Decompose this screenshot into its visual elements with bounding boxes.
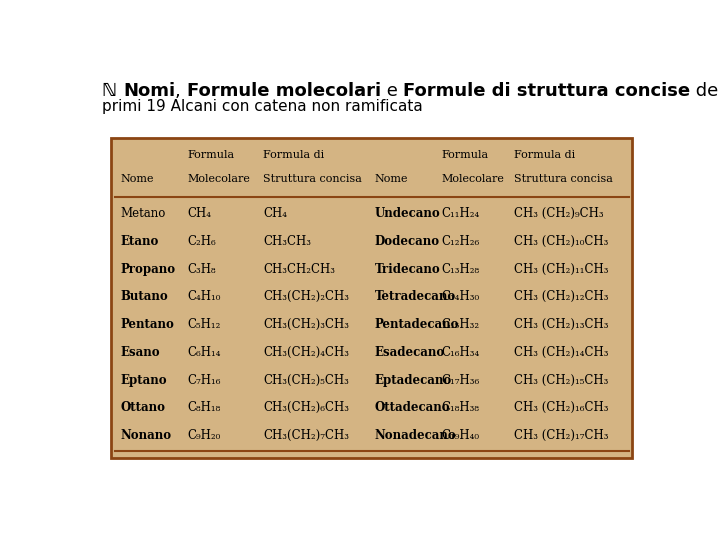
Text: Tetradecano: Tetradecano bbox=[374, 291, 456, 303]
Text: C₁₉H₄₀: C₁₉H₄₀ bbox=[441, 429, 480, 442]
Text: C₂H₆: C₂H₆ bbox=[188, 235, 217, 248]
Text: Metano: Metano bbox=[121, 207, 166, 220]
Text: C₅H₁₂: C₅H₁₂ bbox=[188, 318, 221, 331]
Text: CH₃ (CH₂)₉CH₃: CH₃ (CH₂)₉CH₃ bbox=[514, 207, 603, 220]
Text: Formula di: Formula di bbox=[514, 150, 575, 159]
Text: primi 19 Alcani con catena non ramificata: primi 19 Alcani con catena non ramificat… bbox=[102, 99, 423, 114]
Text: e: e bbox=[381, 82, 403, 100]
Text: C₃H₈: C₃H₈ bbox=[188, 262, 216, 276]
Text: C₈H₁₈: C₈H₁₈ bbox=[188, 401, 221, 414]
Text: C₁₈H₃₈: C₁₈H₃₈ bbox=[441, 401, 480, 414]
Text: Struttura concisa: Struttura concisa bbox=[514, 174, 613, 184]
Text: CH₄: CH₄ bbox=[188, 207, 212, 220]
Text: CH₃ (CH₂)₁₇CH₃: CH₃ (CH₂)₁₇CH₃ bbox=[514, 429, 608, 442]
Text: C₆H₁₄: C₆H₁₄ bbox=[188, 346, 221, 359]
Text: Formule di struttura concise: Formule di struttura concise bbox=[403, 82, 690, 100]
Text: Struttura concisa: Struttura concisa bbox=[263, 174, 362, 184]
Text: Nome: Nome bbox=[374, 174, 408, 184]
Text: CH₃ (CH₂)₁₁CH₃: CH₃ (CH₂)₁₁CH₃ bbox=[514, 262, 608, 276]
Text: C₁₁H₂₄: C₁₁H₂₄ bbox=[441, 207, 480, 220]
Text: CH₃(CH₂)₇CH₃: CH₃(CH₂)₇CH₃ bbox=[263, 429, 349, 442]
Text: C₁₄H₃₀: C₁₄H₃₀ bbox=[441, 291, 480, 303]
Bar bbox=[111, 138, 632, 457]
Text: Formula: Formula bbox=[188, 150, 235, 159]
Text: CH₃CH₃: CH₃CH₃ bbox=[263, 235, 311, 248]
Text: CH₃ (CH₂)₁₅CH₃: CH₃ (CH₂)₁₅CH₃ bbox=[514, 374, 608, 387]
Text: Formule molecolari: Formule molecolari bbox=[186, 82, 381, 100]
Text: CH₃ (CH₂)₁₀CH₃: CH₃ (CH₂)₁₀CH₃ bbox=[514, 235, 608, 248]
Text: CH₃ (CH₂)₁₄CH₃: CH₃ (CH₂)₁₄CH₃ bbox=[514, 346, 608, 359]
Text: Pentano: Pentano bbox=[121, 318, 174, 331]
Text: Ottadecano: Ottadecano bbox=[374, 401, 450, 414]
Text: CH₃(CH₂)₂CH₃: CH₃(CH₂)₂CH₃ bbox=[263, 291, 349, 303]
Text: C₁₅H₃₂: C₁₅H₃₂ bbox=[441, 318, 480, 331]
Text: C₁₃H₂₈: C₁₃H₂₈ bbox=[441, 262, 480, 276]
Text: CH₄: CH₄ bbox=[263, 207, 287, 220]
Text: Esadecano: Esadecano bbox=[374, 346, 445, 359]
Text: Eptano: Eptano bbox=[121, 374, 167, 387]
Text: Undecano: Undecano bbox=[374, 207, 441, 220]
Text: CH₃(CH₂)₄CH₃: CH₃(CH₂)₄CH₃ bbox=[263, 346, 349, 359]
Text: Propano: Propano bbox=[121, 262, 176, 276]
Text: Nonano: Nonano bbox=[121, 429, 172, 442]
Text: CH₃ (CH₂)₁₂CH₃: CH₃ (CH₂)₁₂CH₃ bbox=[514, 291, 608, 303]
Text: CH₃(CH₂)₅CH₃: CH₃(CH₂)₅CH₃ bbox=[263, 374, 349, 387]
Text: Formula di: Formula di bbox=[263, 150, 324, 159]
Text: C₁₆H₃₄: C₁₆H₃₄ bbox=[441, 346, 480, 359]
Text: ℕ: ℕ bbox=[102, 82, 123, 100]
Text: Eptadecano: Eptadecano bbox=[374, 374, 452, 387]
Text: Ottano: Ottano bbox=[121, 401, 166, 414]
Text: Pentadecano: Pentadecano bbox=[374, 318, 459, 331]
Text: C₁₂H₂₆: C₁₂H₂₆ bbox=[441, 235, 480, 248]
Text: C₇H₁₆: C₇H₁₆ bbox=[188, 374, 221, 387]
Text: CH₃(CH₂)₃CH₃: CH₃(CH₂)₃CH₃ bbox=[263, 318, 349, 331]
Text: CH₃(CH₂)₆CH₃: CH₃(CH₂)₆CH₃ bbox=[263, 401, 349, 414]
Text: C₁₇H₃₆: C₁₇H₃₆ bbox=[441, 374, 480, 387]
Text: dei: dei bbox=[690, 82, 720, 100]
Text: Esano: Esano bbox=[121, 346, 161, 359]
Text: CH₃ (CH₂)₁₆CH₃: CH₃ (CH₂)₁₆CH₃ bbox=[514, 401, 608, 414]
Text: Molecolare: Molecolare bbox=[188, 174, 251, 184]
Text: C₄H₁₀: C₄H₁₀ bbox=[188, 291, 221, 303]
Text: Tridecano: Tridecano bbox=[374, 262, 441, 276]
Text: Nomi: Nomi bbox=[123, 82, 175, 100]
Text: CH₃ (CH₂)₁₃CH₃: CH₃ (CH₂)₁₃CH₃ bbox=[514, 318, 608, 331]
Text: Butano: Butano bbox=[121, 291, 168, 303]
Text: CH₃CH₂CH₃: CH₃CH₂CH₃ bbox=[263, 262, 335, 276]
Text: Molecolare: Molecolare bbox=[441, 174, 505, 184]
Text: Nonadecano: Nonadecano bbox=[374, 429, 456, 442]
Text: Etano: Etano bbox=[121, 235, 159, 248]
Text: Nome: Nome bbox=[121, 174, 154, 184]
Text: ,: , bbox=[175, 82, 186, 100]
Text: C₉H₂₀: C₉H₂₀ bbox=[188, 429, 221, 442]
Text: Dodecano: Dodecano bbox=[374, 235, 440, 248]
Text: Formula: Formula bbox=[441, 150, 489, 159]
